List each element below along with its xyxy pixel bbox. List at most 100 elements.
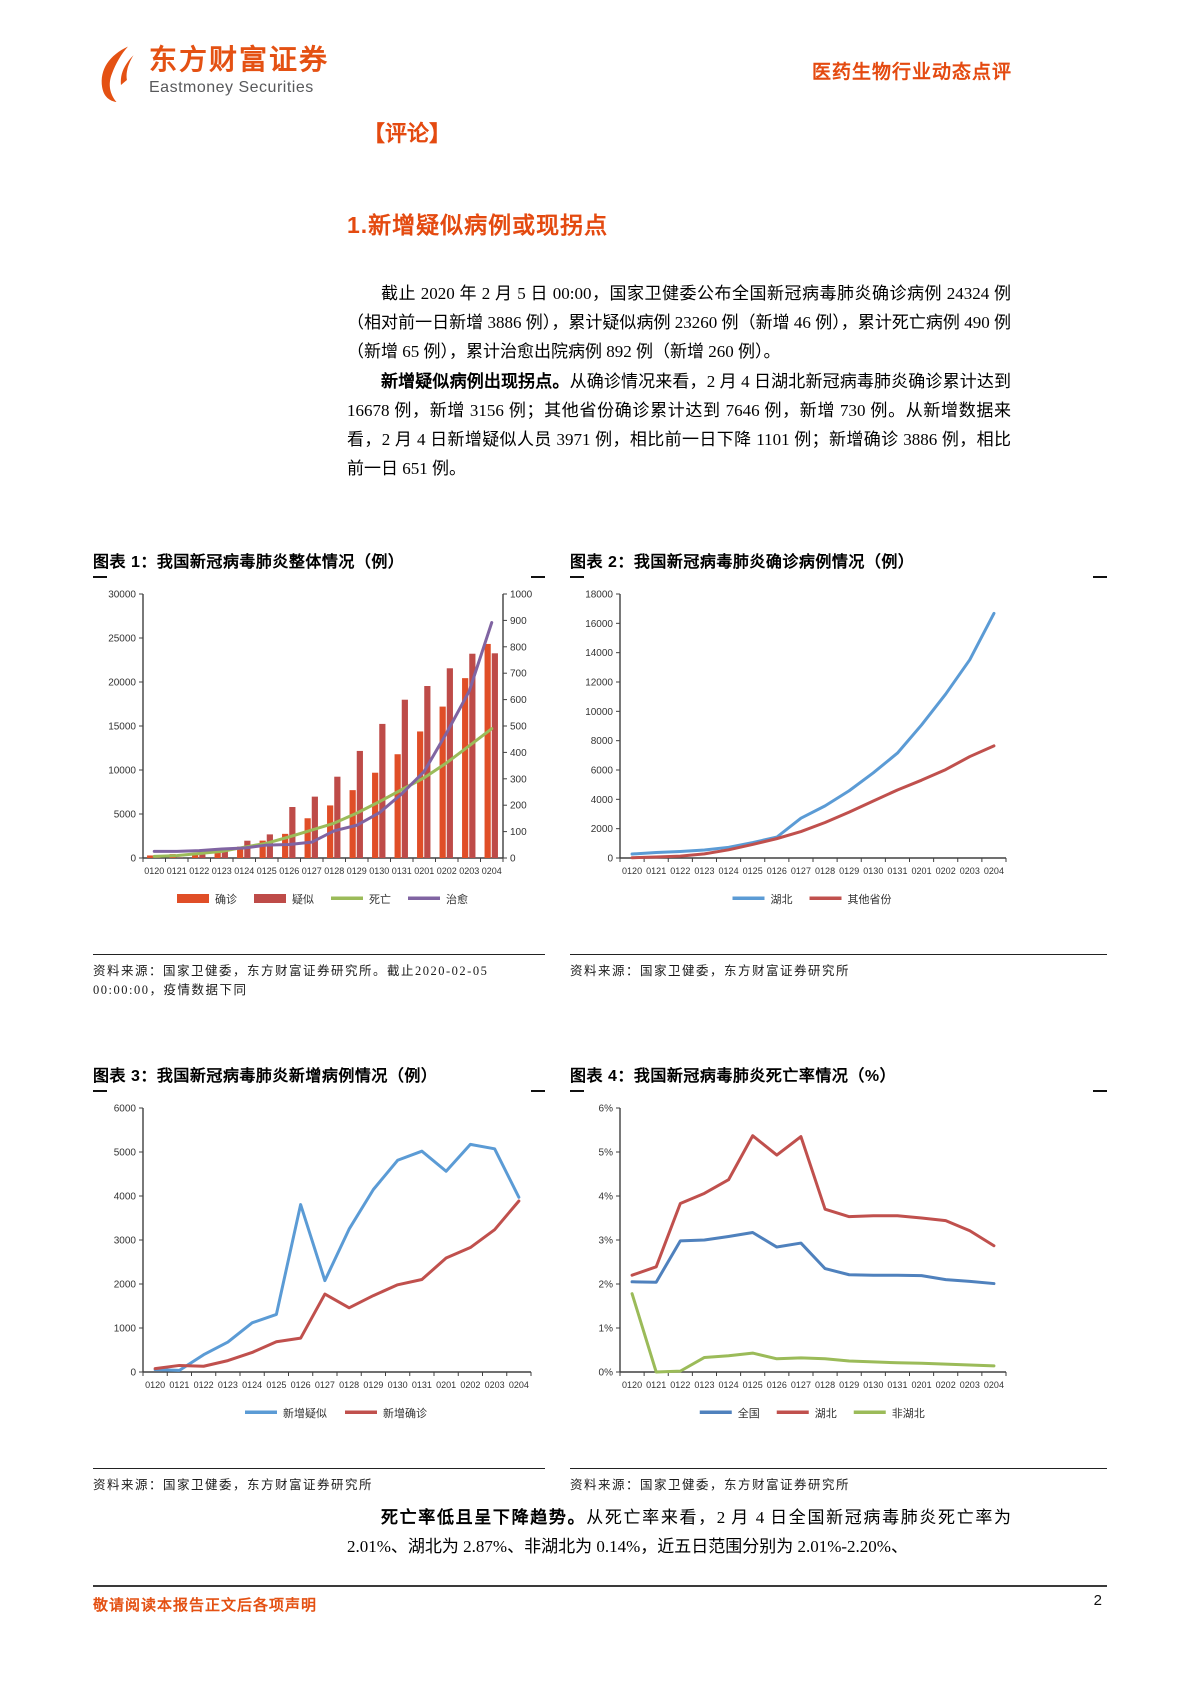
svg-text:非湖北: 非湖北 [892, 1407, 925, 1420]
svg-text:0128: 0128 [815, 866, 835, 876]
svg-text:18000: 18000 [585, 590, 613, 601]
paragraph-summary: 截止 2020 年 2 月 5 日 00:00，国家卫健委公布全国新冠病毒肺炎确… [347, 284, 1011, 362]
paragraph-inflection: 新增疑似病例出现拐点。从确诊情况来看，2 月 4 日湖北新冠病毒肺炎确诊累计达到… [347, 371, 1012, 479]
svg-text:0130: 0130 [863, 866, 883, 876]
brand-name-cn: 东方财富证券 [149, 44, 330, 75]
border-dash [93, 576, 107, 578]
page-number: 2 [1093, 1592, 1102, 1609]
figure-4-source: 资料来源：国家卫健委，东方财富证券研究所 [570, 1468, 1107, 1495]
svg-text:2000: 2000 [591, 824, 614, 835]
svg-text:12000: 12000 [585, 678, 613, 689]
svg-text:0121: 0121 [646, 1380, 666, 1390]
footer-divider [93, 1585, 1107, 1587]
svg-text:0120: 0120 [622, 866, 642, 876]
paragraph-mortality-lead: 死亡率低且呈下降趋势。 [381, 1508, 587, 1527]
svg-text:0204: 0204 [509, 1380, 529, 1390]
svg-text:0%: 0% [599, 1368, 614, 1379]
svg-text:5000: 5000 [114, 810, 137, 821]
figure-3-title: 图表 3：我国新冠病毒肺炎新增病例情况（例） [93, 1068, 438, 1085]
svg-text:0128: 0128 [324, 866, 344, 876]
svg-text:0121: 0121 [167, 866, 187, 876]
svg-text:0126: 0126 [291, 1380, 311, 1390]
svg-text:湖北: 湖北 [815, 1407, 837, 1420]
svg-text:0129: 0129 [363, 1380, 383, 1390]
svg-text:15000: 15000 [108, 722, 136, 733]
svg-text:湖北: 湖北 [771, 893, 793, 906]
svg-text:0204: 0204 [984, 1380, 1004, 1390]
svg-text:0128: 0128 [815, 1380, 835, 1390]
svg-text:0: 0 [130, 1368, 136, 1379]
svg-text:0124: 0124 [719, 866, 739, 876]
border-dash [1093, 1090, 1107, 1092]
brand-name-en: Eastmoney Securities [149, 78, 314, 96]
svg-text:0201: 0201 [912, 1380, 932, 1390]
svg-text:0131: 0131 [887, 1380, 907, 1390]
svg-text:0125: 0125 [743, 866, 763, 876]
figure-1-source: 资料来源：国家卫健委，东方财富证券研究所。截止2020-02-05 00:00:… [93, 954, 545, 1001]
eastmoney-flame-icon [101, 46, 134, 103]
svg-text:0202: 0202 [437, 866, 457, 876]
svg-text:0129: 0129 [839, 866, 859, 876]
svg-text:0: 0 [130, 854, 136, 865]
svg-text:0127: 0127 [302, 866, 322, 876]
svg-text:0122: 0122 [189, 866, 209, 876]
svg-text:0123: 0123 [694, 866, 714, 876]
svg-text:10000: 10000 [108, 766, 136, 777]
svg-text:0: 0 [510, 854, 516, 865]
svg-text:疑似: 疑似 [292, 893, 314, 906]
border-dash [570, 576, 584, 578]
figure-3: 图表 3：我国新冠病毒肺炎新增病例情况（例） 0 1000 2000 3000 4000… [93, 1062, 545, 1495]
svg-text:200: 200 [510, 801, 527, 812]
figure-1-chart: 0 5000 10000 15000 20000 25000 30000 0 100 200 300… [93, 582, 545, 912]
svg-text:800: 800 [510, 642, 527, 653]
footer-disclaimer: 敬请阅读本报告正文后各项声明 [93, 1597, 318, 1614]
svg-text:0127: 0127 [315, 1380, 335, 1390]
svg-text:0204: 0204 [984, 866, 1004, 876]
figure-4-chart: 0% 1% 2% 3% 4% 5% 6% 0120 0121 0122 0123 0124 0125 01… [570, 1096, 1107, 1426]
report-type-title: 医药生物行业动态点评 [811, 62, 1012, 83]
svg-text:0126: 0126 [767, 866, 787, 876]
svg-text:0127: 0127 [791, 1380, 811, 1390]
svg-text:900: 900 [510, 616, 527, 627]
svg-text:全国: 全国 [738, 1406, 760, 1420]
svg-text:4%: 4% [599, 1192, 614, 1203]
svg-text:30000: 30000 [108, 590, 136, 601]
svg-text:500: 500 [510, 722, 527, 733]
svg-text:8000: 8000 [591, 736, 614, 747]
svg-text:1%: 1% [599, 1324, 614, 1335]
svg-text:6%: 6% [599, 1104, 614, 1115]
svg-text:0120: 0120 [145, 1380, 165, 1390]
figure-3-chart: 0 1000 2000 3000 4000 5000 6000 0120 0121 0122 012… [93, 1096, 545, 1426]
svg-text:0203: 0203 [459, 866, 479, 876]
border-dash [531, 1090, 545, 1092]
figure-2-chart: 0 2000 4000 6000 8000 10000 12000 14000 16000 180… [570, 582, 1107, 912]
svg-text:治愈: 治愈 [446, 892, 468, 906]
svg-text:0121: 0121 [646, 866, 666, 876]
svg-text:0201: 0201 [436, 1380, 456, 1390]
svg-text:700: 700 [510, 669, 527, 680]
svg-text:0130: 0130 [863, 1380, 883, 1390]
svg-text:0120: 0120 [622, 1380, 642, 1390]
svg-text:0124: 0124 [234, 866, 254, 876]
svg-text:0126: 0126 [767, 1380, 787, 1390]
border-dash [531, 576, 545, 578]
svg-text:2000: 2000 [114, 1280, 137, 1291]
svg-text:死亡: 死亡 [369, 892, 391, 906]
svg-text:4000: 4000 [114, 1192, 137, 1203]
svg-text:0202: 0202 [460, 1380, 480, 1390]
svg-text:400: 400 [510, 748, 527, 759]
svg-text:0124: 0124 [719, 1380, 739, 1390]
svg-text:0203: 0203 [960, 866, 980, 876]
svg-text:5000: 5000 [114, 1148, 137, 1159]
svg-text:0125: 0125 [266, 1380, 286, 1390]
svg-text:0131: 0131 [887, 866, 907, 876]
svg-text:14000: 14000 [585, 648, 613, 659]
svg-text:其他省份: 其他省份 [848, 893, 892, 906]
border-dash [1093, 576, 1107, 578]
comment-section-tag: 【评论】 [363, 121, 452, 146]
svg-text:0127: 0127 [791, 866, 811, 876]
svg-text:600: 600 [510, 695, 527, 706]
svg-text:0120: 0120 [144, 866, 164, 876]
figure-2-title: 图表 2：我国新冠病毒肺炎确诊病例情况（例） [570, 554, 915, 571]
